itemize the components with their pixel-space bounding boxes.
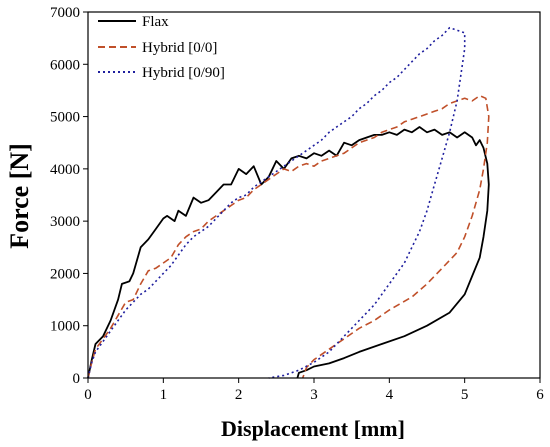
legend-label-hybrid-0-90: Hybrid [0/90]: [142, 65, 225, 81]
y-tick-label: 3000: [50, 214, 80, 230]
y-tick-label: 6000: [50, 57, 80, 73]
legend: Flax Hybrid [0/0] Hybrid [0/90]: [98, 14, 225, 81]
x-tick-label: 1: [160, 387, 168, 403]
y-tick-label: 1000: [50, 319, 80, 335]
ticks-layer: 0 1 2 3 4 5 6 0 1000 2000 3000 4000 5000 6000 7000: [50, 5, 544, 403]
x-tick-label: 4: [386, 387, 394, 403]
x-tick-label: 6: [536, 387, 544, 403]
legend-label-hybrid-0-0: Hybrid [0/0]: [142, 40, 217, 56]
y-axis-title: Force [N]: [5, 143, 34, 249]
series-line-hybrid-0-0: [87, 94, 490, 379]
y-tick-label: 4000: [50, 162, 80, 178]
y-tick-label: 2000: [50, 266, 80, 282]
y-tick-label: 5000: [50, 110, 80, 126]
legend-label-flax: Flax: [142, 14, 169, 30]
series-layer: [87, 26, 490, 379]
series-line-flax: [87, 126, 490, 379]
x-axis-title: Displacement [mm]: [221, 416, 405, 441]
y-tick-label: 7000: [50, 5, 80, 21]
y-tick-label: 0: [73, 371, 81, 387]
x-tick-label: 0: [84, 387, 92, 403]
x-tick-label: 5: [461, 387, 469, 403]
x-tick-label: 3: [310, 387, 318, 403]
x-tick-label: 2: [235, 387, 243, 403]
